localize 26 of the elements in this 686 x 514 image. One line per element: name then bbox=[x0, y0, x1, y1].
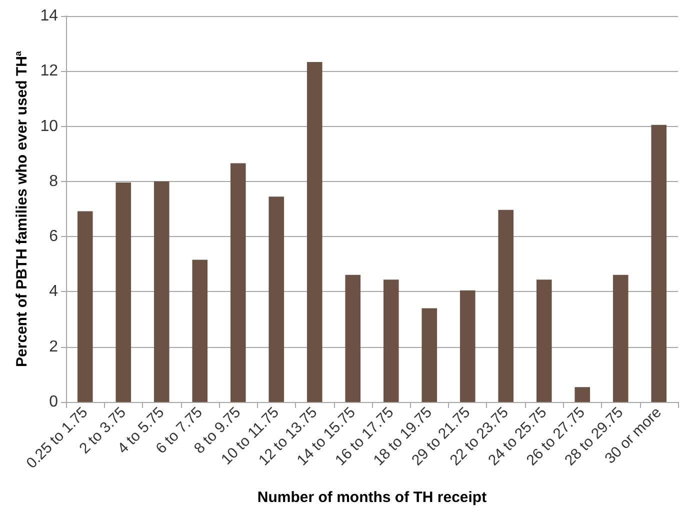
y-tick-label: 12 bbox=[40, 62, 58, 80]
y-tick-label: 14 bbox=[40, 8, 58, 24]
bar bbox=[460, 290, 476, 402]
bar bbox=[498, 210, 514, 402]
bar bbox=[230, 163, 246, 402]
y-tick-label: 0 bbox=[49, 394, 58, 410]
bar bbox=[192, 260, 208, 402]
y-tick-label: 2 bbox=[49, 338, 58, 356]
x-axis-title: Number of months of TH receipt bbox=[257, 489, 487, 506]
bar bbox=[383, 280, 399, 402]
bar bbox=[612, 274, 628, 402]
bar bbox=[345, 274, 361, 402]
bar bbox=[536, 280, 552, 402]
bar bbox=[154, 181, 170, 402]
bar bbox=[422, 308, 438, 402]
bar bbox=[116, 182, 132, 402]
y-tick-label: 8 bbox=[49, 172, 58, 190]
bar bbox=[77, 211, 93, 402]
y-tick-label: 10 bbox=[40, 118, 58, 135]
y-axis-title: Percent of PBTH families who ever used THa bbox=[12, 50, 30, 367]
bar bbox=[268, 196, 284, 402]
y-tick-label: 4 bbox=[49, 283, 58, 300]
bar bbox=[306, 62, 322, 402]
bar bbox=[574, 387, 590, 402]
y-tick-label: 6 bbox=[49, 228, 58, 246]
bar bbox=[651, 124, 667, 402]
